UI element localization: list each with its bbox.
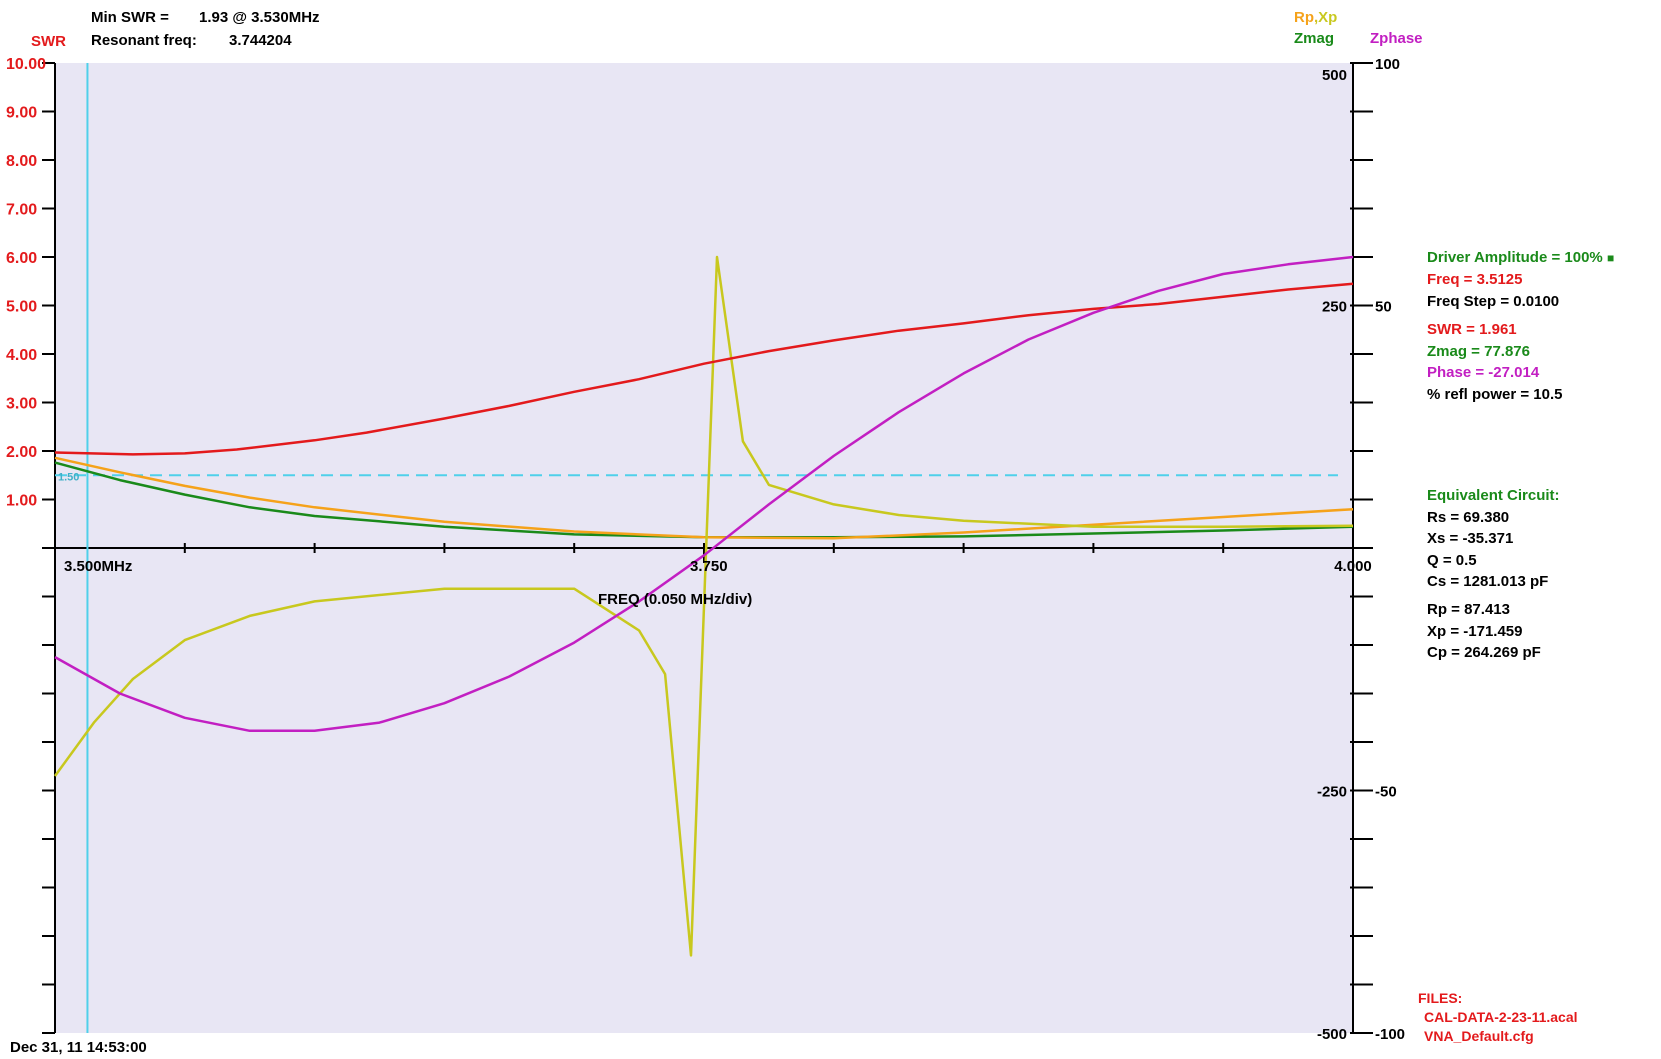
files-title: FILES: xyxy=(1418,990,1463,1006)
impedance-tick-label: 500 xyxy=(1322,67,1347,84)
swr-tick-label: 9.00 xyxy=(6,105,37,122)
freq-readout: Freq = 3.5125 xyxy=(1427,271,1523,288)
series-zmag-line xyxy=(54,461,1354,539)
series-rp-line xyxy=(54,456,1354,540)
legend-rpxp-label: Rp,Xp xyxy=(1294,9,1338,26)
cal-file: CAL-DATA-2-23-11.acal xyxy=(1424,1009,1578,1025)
rp-readout: Rp = 87.413 xyxy=(1427,601,1510,618)
impedance-tick-label: -500 xyxy=(1317,1026,1347,1043)
freq-step-readout: Freq Step = 0.0100 xyxy=(1427,293,1560,310)
tick-label-layer: 1.00 2.00 3.00 4.00 5.00 6.00 7.00 8.00 9.00 10.0… xyxy=(6,56,1405,1043)
series-layer xyxy=(53,255,1354,957)
zmag-readout: Zmag = 77.876 xyxy=(1427,343,1530,360)
swr-tick-label: 1.00 xyxy=(6,493,37,510)
impedance-tick-label: -250 xyxy=(1317,784,1347,801)
q-readout: Q = 0.5 xyxy=(1427,552,1477,569)
swr-tick-label: 8.00 xyxy=(6,153,37,170)
phase-tick-label: 50 xyxy=(1375,299,1392,316)
driver-amplitude-dot: ■ xyxy=(1606,251,1615,265)
phase-tick-label: -100 xyxy=(1375,1026,1405,1043)
swr-reference-label: 1.50 xyxy=(58,471,79,483)
swr-tick-label: 7.00 xyxy=(6,202,37,219)
x-tick-label: 4.000 xyxy=(1334,558,1372,575)
legend-zmag: Zmag xyxy=(1294,30,1335,47)
swr-tick-label: 2.00 xyxy=(6,444,37,461)
impedance-tick-label: 250 xyxy=(1322,299,1347,316)
swr-axis-title: SWR xyxy=(31,33,66,50)
phase-readout: Phase = -27.014 xyxy=(1427,364,1540,381)
equivalent-circuit-title: Equivalent Circuit: xyxy=(1427,487,1560,504)
phase-tick-label: 100 xyxy=(1375,56,1400,73)
swr-tick-label: 6.00 xyxy=(6,250,37,267)
reference-layer: 1.50 xyxy=(55,63,1338,1033)
legend-rpxp: Rp,Xp xyxy=(1294,9,1337,26)
min-swr-value: 1.93 @ 3.530MHz xyxy=(199,9,320,26)
cs-readout: Cs = 1281.013 pF xyxy=(1427,573,1549,590)
resonant-freq-value: 3.744204 xyxy=(229,32,292,49)
phase-tick-label: -50 xyxy=(1375,784,1397,801)
x-tick-label: 3.500MHz xyxy=(64,558,132,575)
rs-readout: Rs = 69.380 xyxy=(1427,509,1510,526)
swr-tick-label: 3.00 xyxy=(6,396,37,413)
cfg-file: VNA_Default.cfg xyxy=(1424,1028,1534,1044)
min-swr-label: Min SWR = xyxy=(91,9,169,26)
axes-layer xyxy=(42,62,1373,1034)
xp-readout: Xp = -171.459 xyxy=(1427,623,1523,640)
series-xp-line xyxy=(53,255,1354,957)
swr-tick-label: 5.00 xyxy=(6,299,37,316)
timestamp: Dec 31, 11 14:53:00 xyxy=(10,1039,147,1056)
x-tick-label: 3.750 xyxy=(690,558,728,575)
driver-amplitude-text: Driver Amplitude = 100% xyxy=(1427,249,1603,266)
series-zphase-line xyxy=(54,255,1354,733)
series-swr-line xyxy=(54,282,1354,456)
swr-tick-label: 10.00 xyxy=(6,56,46,73)
x-axis-label: FREQ (0.050 MHz/div) xyxy=(598,591,752,608)
xs-readout: Xs = -35.371 xyxy=(1427,530,1514,547)
legend-zphase: Zphase xyxy=(1370,30,1423,47)
swr-tick-label: 4.00 xyxy=(6,347,37,364)
swr-readout: SWR = 1.961 xyxy=(1427,321,1517,338)
driver-amplitude-readout: Driver Amplitude = 100% ■ xyxy=(1427,249,1614,266)
cp-readout: Cp = 264.269 pF xyxy=(1427,644,1541,661)
refl-power-readout: % refl power = 10.5 xyxy=(1427,386,1563,403)
resonant-freq-label: Resonant freq: xyxy=(91,32,197,49)
